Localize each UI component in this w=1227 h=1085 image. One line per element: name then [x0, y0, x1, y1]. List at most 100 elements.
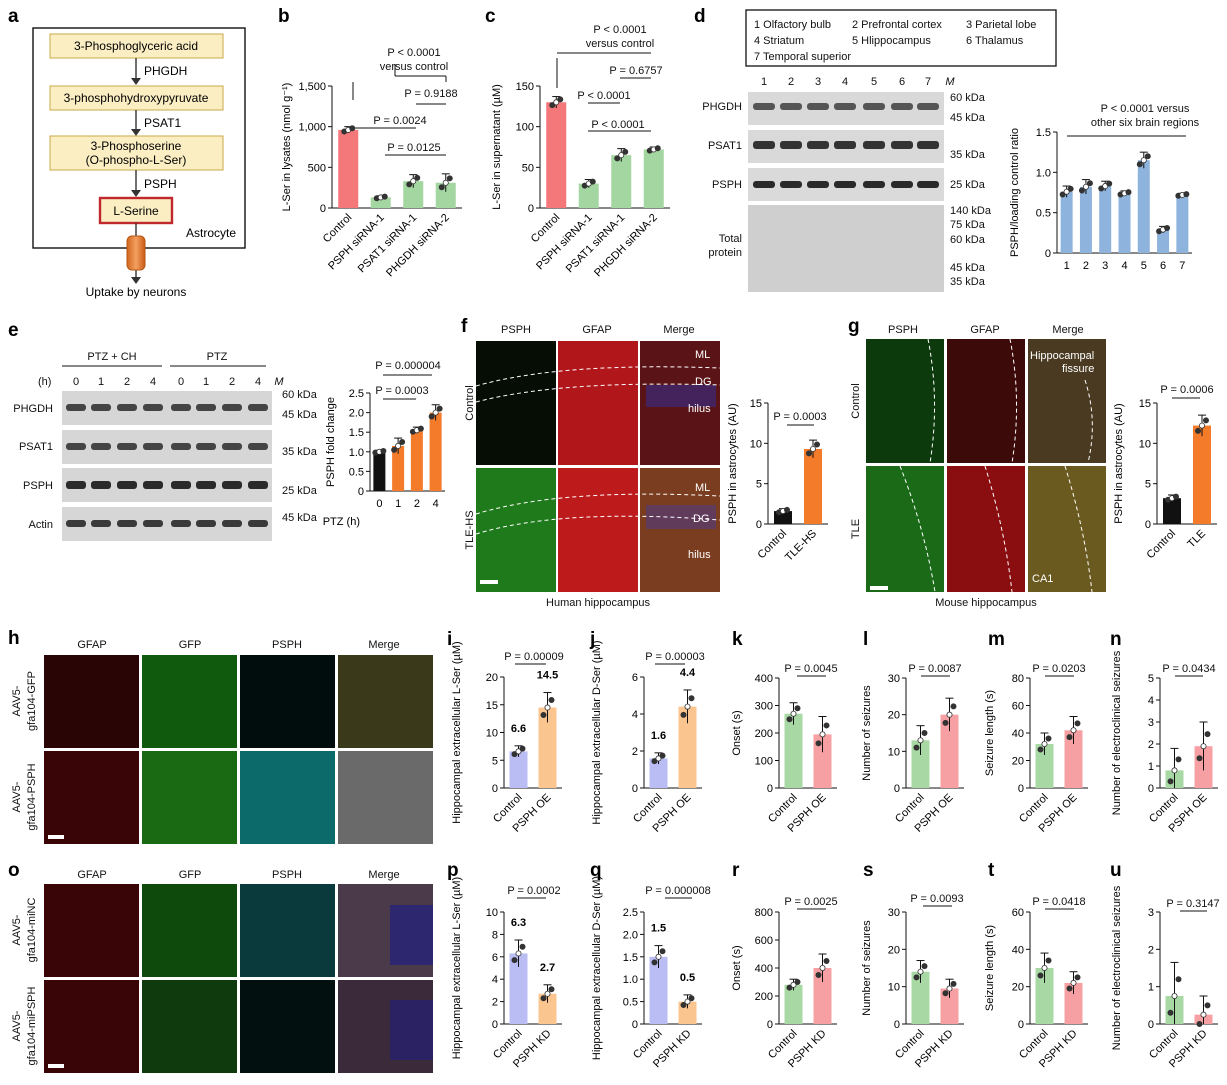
panel-o: o GFAP GFP PSPH Merge AAV5- gfa104-miNC …	[8, 860, 433, 1073]
band	[248, 443, 268, 450]
band	[780, 141, 802, 149]
y-tick-label: 2.0	[623, 929, 638, 941]
band	[143, 404, 163, 411]
y-axis-label: Hippocampal extracellular D-Ser (µM)	[591, 640, 603, 824]
band	[917, 141, 939, 149]
value-label: 6.6	[511, 723, 526, 735]
scale-bar	[480, 580, 498, 584]
row-label: TLE-HS	[464, 510, 476, 549]
y-axis-label: Onset (s)	[731, 945, 743, 990]
region-boundary	[1084, 379, 1093, 464]
panel-letter-b: b	[278, 6, 290, 27]
micrograph-gfap-control	[558, 341, 638, 465]
data-point	[1200, 743, 1207, 750]
x-tick-label: PSPH siRNA-1	[326, 212, 387, 273]
y-tick-label: 2	[492, 997, 498, 1009]
data-point	[589, 178, 596, 185]
transporter-icon	[126, 235, 146, 271]
row-label: gfa104-PSPH	[26, 763, 38, 830]
x-tick-label: 4	[433, 498, 439, 510]
enzyme-1: PHGDH	[144, 64, 187, 78]
bar	[678, 706, 697, 788]
dapi-band	[390, 1000, 433, 1060]
blot-total-protein	[748, 205, 944, 292]
y-axis-label: L-Ser in supernatant (µM)	[491, 84, 503, 210]
y-tick-label: 5	[1148, 673, 1154, 685]
bar	[940, 714, 959, 788]
value-label: 1.5	[651, 923, 666, 935]
y-tick-label: 20	[1012, 982, 1024, 994]
band	[196, 404, 216, 411]
marker-label: 45 kDa	[282, 512, 318, 524]
step-2: 3-phosphohydroxypyruvate	[64, 91, 209, 105]
y-tick-label: 0	[1018, 783, 1024, 795]
data-point	[540, 712, 547, 719]
panel-g: g PSPH GFAP Merge Hippocampal fissure CA…	[848, 316, 1214, 609]
y-tick-label: 500	[308, 162, 326, 174]
legend-item: 2 Prefrontal cortex	[852, 19, 942, 31]
x-tick-label: 1	[1064, 260, 1070, 272]
band	[91, 443, 111, 450]
data-point	[519, 943, 526, 950]
col-label: Merge	[1052, 324, 1083, 336]
data-point	[1067, 185, 1074, 192]
region-boundary	[475, 493, 721, 515]
band	[807, 103, 829, 110]
data-point	[544, 704, 551, 711]
y-tick-label: 3	[1148, 907, 1154, 919]
y-tick-label: 15	[750, 398, 762, 410]
data-point	[684, 998, 691, 1005]
data-point	[1183, 191, 1190, 198]
data-point	[1136, 161, 1143, 168]
data-point	[946, 985, 953, 992]
row-label: AAV5-	[11, 914, 23, 945]
bar	[1035, 968, 1054, 1024]
marker-label: 60 kDa	[950, 234, 986, 246]
bar	[1163, 498, 1181, 524]
y-tick-label: 0	[632, 1019, 638, 1031]
panel-letter-u: u	[1110, 860, 1122, 881]
x-tick-label: PSAT1 siRNA-1	[564, 212, 628, 276]
marker-label: 60 kDa	[950, 92, 986, 104]
y-tick-label: 100	[516, 122, 534, 134]
data-point	[917, 737, 924, 744]
data-point	[942, 990, 949, 997]
band	[891, 181, 913, 188]
y-tick-label: 8	[492, 929, 498, 941]
bar	[1157, 229, 1170, 253]
micrograph	[142, 980, 237, 1073]
x-tick-label: 2	[1083, 260, 1089, 272]
lane-label: 0	[178, 376, 184, 388]
panel-letter-n: n	[1110, 629, 1122, 650]
bar	[1099, 186, 1112, 253]
data-point	[786, 984, 793, 991]
band	[171, 481, 191, 489]
data-point	[380, 448, 387, 455]
value-label: 2.7	[540, 962, 555, 974]
col-label: GFAP	[77, 869, 106, 881]
band	[780, 181, 802, 188]
micrograph-psph-control	[866, 339, 944, 463]
panel-h: h GFAP GFP PSPH Merge AAV5- gfa104-GFP A…	[8, 628, 433, 844]
micrograph-gfap-control	[947, 339, 1025, 463]
y-tick-label: 0	[632, 783, 638, 795]
stat-label: P = 0.0003	[375, 385, 428, 397]
col-label: PSPH	[501, 324, 531, 336]
data-point	[438, 184, 445, 191]
data-point	[557, 96, 564, 103]
x-tick-label: TLE-HS	[783, 528, 819, 564]
panel-letter-t: t	[988, 860, 995, 881]
x-tick-label: PSAT1 siRNA-1	[356, 212, 420, 276]
y-tick-label: 10	[1139, 438, 1151, 450]
band	[222, 404, 242, 411]
blot-row-label: Actin	[29, 519, 53, 531]
y-tick-label: 1,000	[298, 122, 326, 134]
marker-label: 45 kDa	[950, 112, 986, 124]
col-label: GFAP	[77, 639, 106, 651]
data-point	[784, 506, 791, 513]
data-point	[515, 950, 522, 957]
y-tick-label: 1.5	[1036, 127, 1051, 139]
blot-row-label: PSPH	[23, 480, 53, 492]
micrograph	[44, 884, 139, 977]
